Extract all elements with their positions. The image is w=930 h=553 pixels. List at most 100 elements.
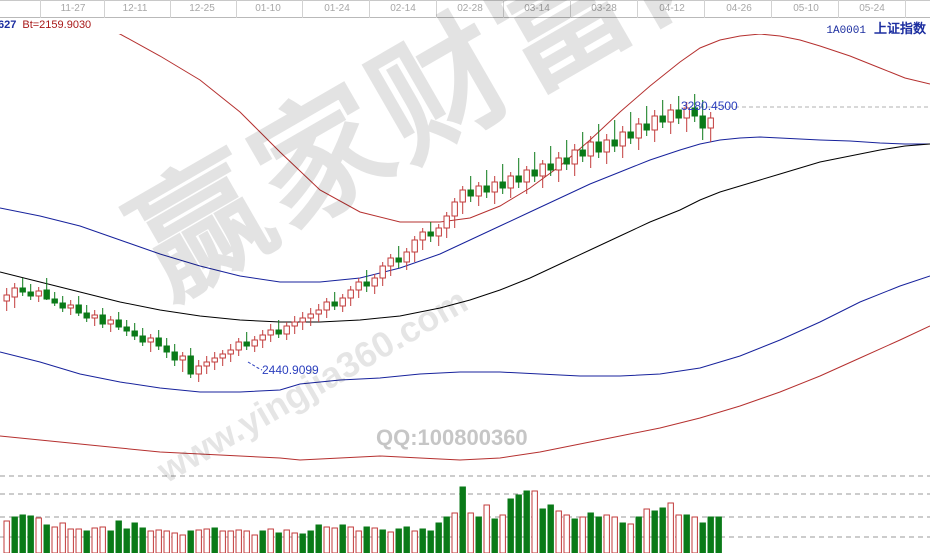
volume-bar [203,528,210,553]
candle-body [283,325,290,335]
volume-bar [611,516,618,553]
candle-body [339,297,346,307]
candle-body [11,287,18,298]
axis-tick [637,0,638,18]
volume-bar [315,524,322,553]
date-axis: 11-27 12-11 12-25 01-10 01-24 02-14 02-28 03-14… [0,0,930,18]
volume-bar [587,512,594,553]
candle-body [563,157,570,165]
candle-body [579,149,586,157]
candle-body [107,319,114,325]
volume-bar [379,529,386,553]
volume-bar [435,522,442,553]
volume-bar [619,522,626,553]
candle-body [27,291,34,297]
price-pane [0,34,930,466]
candle-body [147,337,154,343]
band-inner-upper [0,136,930,283]
candle-body [603,139,610,153]
volume-bar [507,498,514,553]
date-axis-label: 04-26 [726,3,752,14]
security-code: 1A0001 [826,25,866,37]
candle-body [331,301,338,307]
volume-bar [195,529,202,553]
security-name: 上证指数 [873,21,926,36]
volume-bar [691,516,698,553]
volume-bar [603,514,610,553]
candle-body [259,334,266,341]
candle-body [499,181,506,189]
candle-body [115,319,122,328]
band-outer-lower [0,325,930,461]
volume-bar [283,529,290,553]
volume-bar [67,528,74,553]
volume-bar [371,527,378,553]
candle-body [83,312,90,319]
volume-bar [147,530,154,553]
volume-bar [659,507,666,553]
candle-body [411,239,418,253]
candle-body [611,139,618,147]
price-chart-svg[interactable] [0,34,930,466]
volume-bar [75,528,82,553]
volume-bar [547,504,554,553]
volume-bar [91,527,98,553]
volume-bar [99,526,106,553]
candle-body [515,175,522,183]
header-bt-label: Bt=2159.9030 [22,19,92,31]
volume-bar [211,527,218,553]
candle-body [491,181,498,193]
candle-body [475,185,482,197]
candle-body [371,277,378,287]
candle-body [43,289,50,300]
candle-body [203,361,210,367]
volume-bar [635,516,642,553]
candle-body [427,231,434,237]
volume-bar [171,532,178,553]
volume-bar [227,530,234,553]
candle-body [291,321,298,327]
header-info-row: 627 Bt=2159.9030 1A0001 上证指数 [0,19,930,37]
candle-body [227,349,234,355]
axis-tick [838,0,839,18]
axis-tick [436,0,437,18]
date-axis-label: 12-11 [122,3,148,14]
candle-body [91,314,98,319]
volume-bar [395,528,402,553]
low-label-leader [247,361,263,371]
candle-body [379,265,386,279]
candle-body [179,355,186,361]
volume-bar [51,526,58,553]
candle-body [51,298,58,304]
volume-bar [115,520,122,553]
candle-body [99,314,106,325]
date-axis-label: 03-14 [524,3,550,14]
candle-body [635,123,642,139]
candle-body [211,357,218,363]
volume-bar [563,514,570,553]
volume-bar [83,530,90,553]
date-axis-label: 01-10 [255,3,281,14]
candle-body [531,169,538,177]
candle-body [243,341,250,347]
volume-bar [515,494,522,553]
volume-chart-svg[interactable] [0,466,930,553]
axis-tick [170,0,171,18]
axis-tick [704,0,705,18]
candle-body [667,109,674,123]
date-axis-label: 12-25 [189,3,215,14]
candle-body [467,189,474,197]
volume-bar [499,514,506,553]
candle-body [651,115,658,131]
volume-bar [443,516,450,553]
volume-bar [3,520,10,553]
axis-tick [369,0,370,18]
volume-bar [667,502,674,553]
volume-bar [35,517,42,553]
candlestick-series [3,94,714,382]
header-left-value: 627 [0,19,17,31]
date-axis-label: 05-10 [793,3,819,14]
date-axis-label: 11-27 [60,3,86,14]
candle-body [355,281,362,291]
candle-body [323,301,330,311]
